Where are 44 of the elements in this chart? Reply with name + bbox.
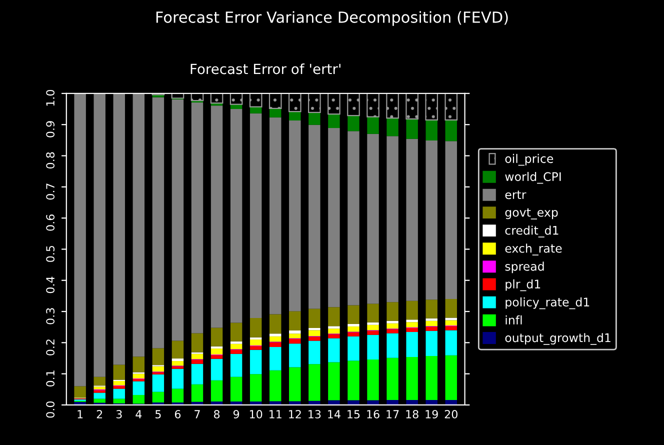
y-tick-label: 0.5 [46, 246, 55, 262]
x-tick-label: 17 [386, 410, 399, 418]
x-tick-label: 2 [96, 410, 102, 418]
legend-label: spread [505, 262, 544, 274]
x-tick-label: 18 [406, 410, 418, 418]
y-tick-label: 1.0 [46, 90, 55, 106]
y-tick-label: 0.8 [46, 152, 55, 168]
legend-label: credit_d1 [505, 226, 558, 238]
y-tick-label: 0.4 [46, 276, 55, 294]
x-tick-label: 6 [174, 410, 181, 418]
legend-label: policy_rate_d1 [506, 297, 590, 310]
x-tick-label: 3 [116, 410, 122, 418]
legend-label: ertr [505, 190, 526, 200]
chart-subtitle: Forecast Error of 'ertr' [190, 63, 340, 74]
text: oil_price [505, 154, 554, 166]
x-tick-label: 16 [367, 410, 380, 418]
x-tick-label: 19 [426, 410, 438, 418]
chart-title: Forecast Error Variance Decomposition (FEVD) [156, 11, 508, 26]
legend-label: exch_rate [505, 244, 562, 256]
x-tick-label: 15 [348, 410, 360, 418]
x-tick-label: 4 [136, 410, 142, 418]
x-tick-label: 5 [156, 410, 161, 418]
legend-label: output_growth_d1 [505, 333, 610, 345]
y-tick-label: 0.9 [46, 121, 55, 138]
x-tick-label: 7 [194, 410, 200, 418]
legend-label: govt_exp [505, 208, 558, 220]
y-tick-label: 0.3 [46, 308, 55, 324]
x-tick-label: 1 [78, 410, 83, 418]
legend-label: infl [506, 315, 522, 324]
y-tick-label: 0.2 [46, 340, 55, 356]
x-tick-label: 13 [308, 410, 321, 418]
y-tick-label: 0.0 [46, 401, 55, 418]
legend-label: world_CPI [505, 172, 561, 184]
x-tick-label: 11 [270, 410, 282, 418]
x-tick-label: 14 [328, 410, 340, 418]
x-tick-label: 10 [250, 410, 262, 418]
x-tick-label: 20 [444, 410, 458, 418]
y-tick-label: 0.7 [46, 184, 55, 200]
legend-label: plr_d1 [506, 279, 540, 292]
x-tick-label: 8 [214, 410, 220, 418]
x-tick-label: 9 [233, 410, 240, 418]
y-tick-label: 0.1 [46, 370, 55, 387]
y-tick-label: 0.6 [46, 214, 55, 231]
x-tick-label: 12 [289, 410, 301, 418]
